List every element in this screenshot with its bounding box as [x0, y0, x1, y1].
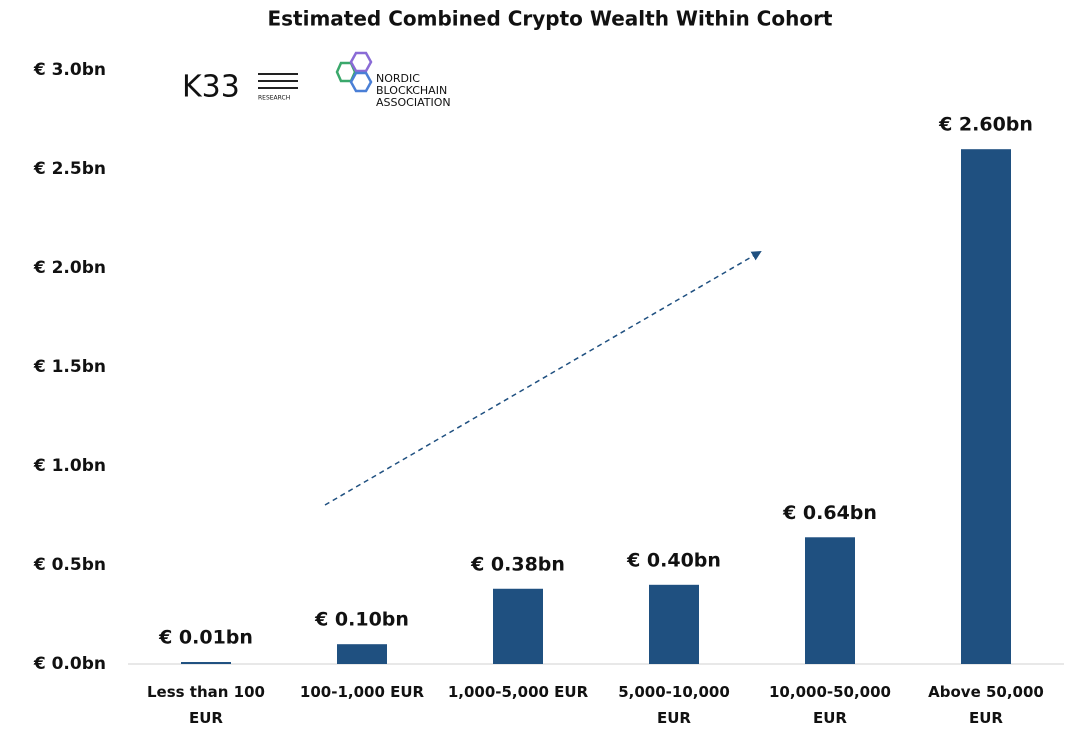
chart-title: Estimated Combined Crypto Wealth Within …: [267, 7, 832, 31]
y-tick-label: € 0.5bn: [33, 555, 106, 575]
bar: [805, 537, 855, 664]
value-label: € 0.38bn: [470, 553, 565, 575]
logo-nba-text: BLOCKCHAIN: [376, 84, 447, 97]
value-label: € 0.01bn: [158, 627, 253, 649]
x-tick-label: 5,000-10,000 EUR: [618, 683, 730, 727]
value-label: € 0.40bn: [626, 549, 721, 571]
x-tick-label: 1,000-5,000 EUR: [447, 683, 589, 701]
y-tick-label: € 1.5bn: [33, 357, 106, 377]
y-tick-label: € 2.0bn: [33, 258, 106, 278]
bar: [493, 588, 543, 664]
logo-nba-hexes: [335, 51, 373, 93]
x-tick-label: 100-1,000 EUR: [299, 683, 425, 701]
bar: [181, 662, 231, 664]
bar: [961, 149, 1011, 664]
logo-k33-sub: RESEARCH: [258, 95, 290, 102]
value-label: € 0.64bn: [782, 502, 877, 524]
x-tick-label: Less than 100 EUR: [147, 683, 265, 727]
bar: [649, 584, 699, 664]
value-label: € 2.60bn: [938, 114, 1033, 136]
logo-k33-dots: [258, 73, 298, 89]
logo-nba-text: ASSOCIATION: [376, 96, 451, 109]
y-tick-label: € 3.0bn: [33, 60, 106, 80]
x-tick-label: 10,000-50,000 EUR: [769, 683, 891, 727]
value-label: € 0.10bn: [314, 609, 409, 631]
x-tick-label: Above 50,000 EUR: [928, 683, 1044, 727]
logo-k33: K33: [182, 70, 240, 105]
y-tick-label: € 0.0bn: [33, 654, 106, 674]
y-tick-label: € 1.0bn: [33, 456, 106, 476]
y-tick-label: € 2.5bn: [33, 159, 106, 179]
logo-nba-text: NORDIC: [376, 72, 420, 85]
trend-arrow: [324, 250, 762, 506]
bar: [337, 644, 387, 664]
